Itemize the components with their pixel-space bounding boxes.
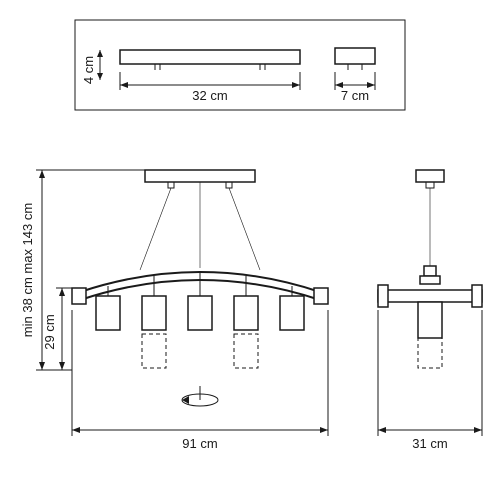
rotation-icon [182,386,218,406]
ceiling-bar-side: 32 cm [120,50,300,103]
label-32cm: 32 cm [192,88,227,103]
dim-height: min 38 cm max 143 cm [20,170,150,370]
dim-4cm: 4 cm [81,50,103,84]
front-view: min 38 cm max 143 cm 29 cm 91 cm [20,170,328,451]
side-view: 31 cm [378,170,482,451]
label-4cm: 4 cm [81,56,96,84]
label-7cm: 7 cm [341,88,369,103]
ceiling-bar-end: 7 cm [335,48,375,103]
top-panel: 4 cm 32 cm [75,20,405,110]
label-height: min 38 cm max 143 cm [20,203,35,337]
label-29cm: 29 cm [42,314,57,349]
dim-91cm: 91 cm [72,310,328,451]
label-31cm: 31 cm [412,436,447,451]
label-91cm: 91 cm [182,436,217,451]
